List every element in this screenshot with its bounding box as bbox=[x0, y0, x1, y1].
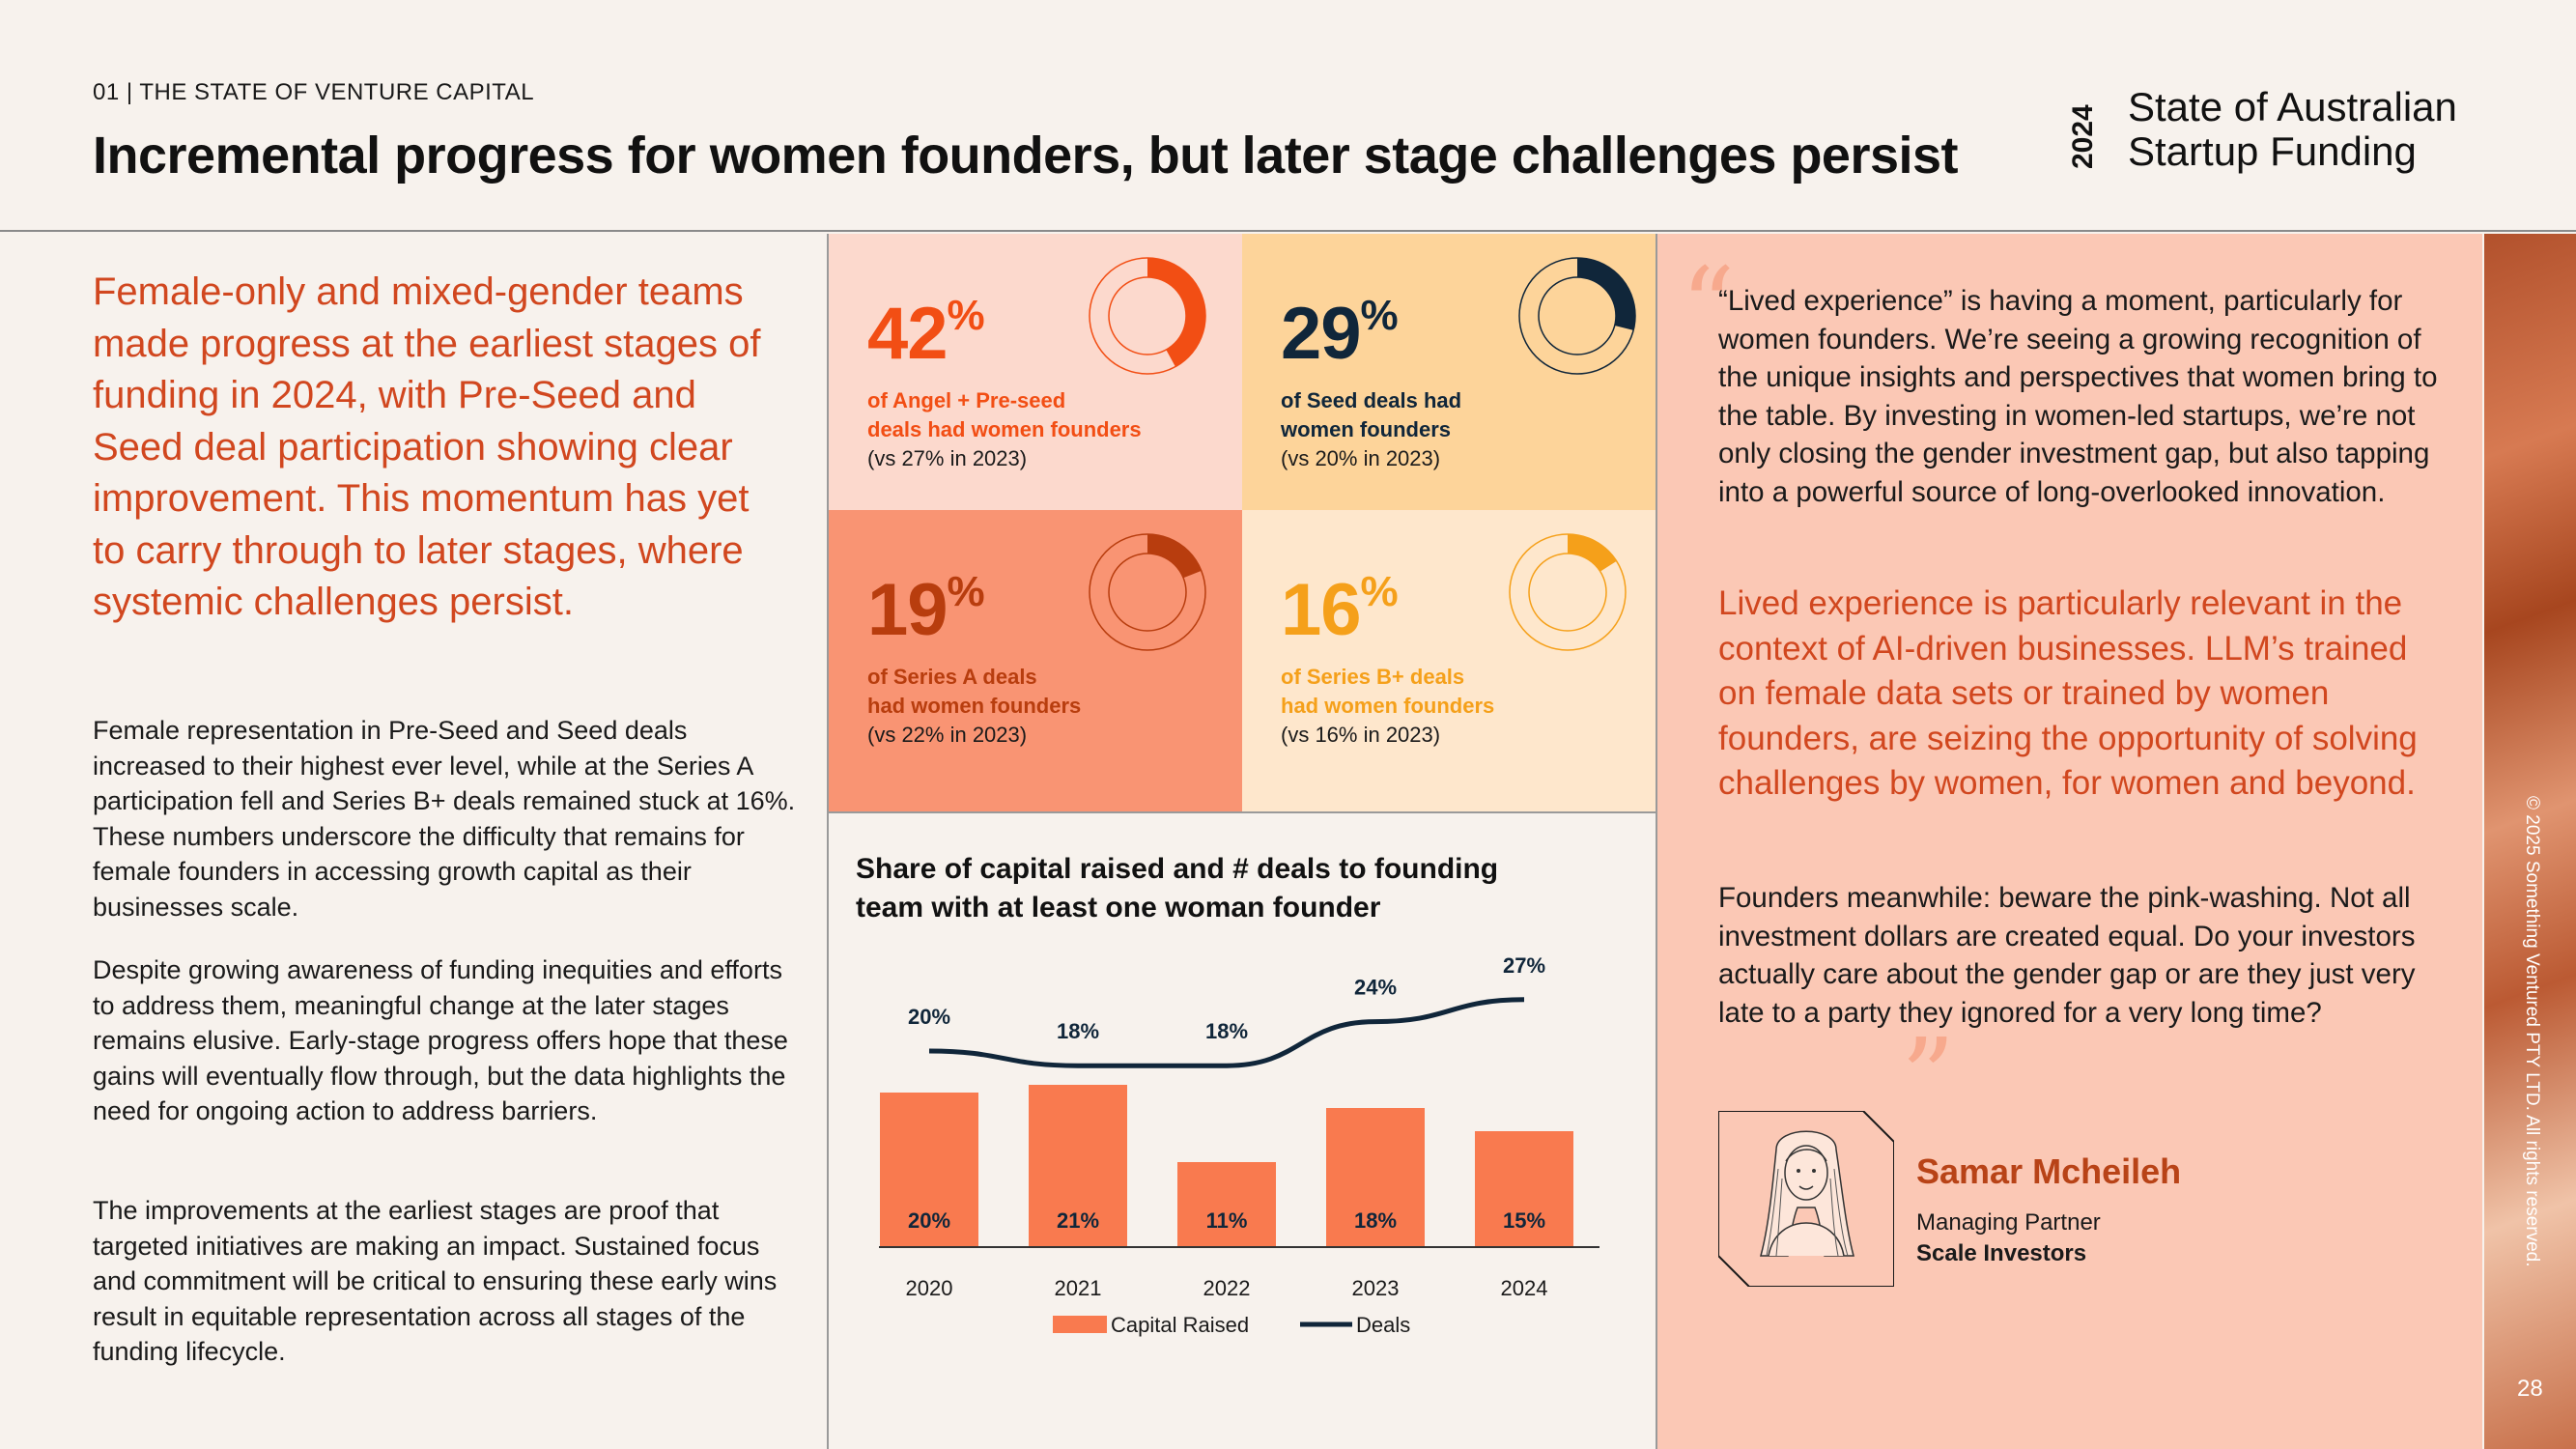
bar-capital-raised-2020 bbox=[880, 1093, 978, 1247]
line-data-label: 27% bbox=[1503, 953, 1545, 978]
brand-line-2: Startup Funding bbox=[2128, 128, 2417, 174]
stat-desc-line-1: of Series B+ deals bbox=[1281, 665, 1465, 689]
stat-description: of Seed deals had women founders bbox=[1281, 386, 1599, 444]
page-title: Incremental progress for women founders,… bbox=[93, 127, 1959, 185]
copyright-notice: © 2025 Something Ventured PTY LTD. All r… bbox=[2522, 796, 2542, 1267]
body-paragraph-1: Female representation in Pre-Seed and Se… bbox=[93, 716, 796, 922]
bar-data-label: 11% bbox=[1206, 1208, 1248, 1233]
stat-desc-line-2: women founders bbox=[1281, 417, 1452, 441]
portrait-illustration bbox=[1718, 1111, 1894, 1287]
quote-paragraph-1: “Lived experience” is having a moment, p… bbox=[1718, 285, 2438, 508]
stat-desc-line-1: of Seed deals had bbox=[1281, 388, 1462, 412]
stat-desc-line-2: had women founders bbox=[1281, 694, 1495, 718]
stat-description: of Series A deals had women founders bbox=[867, 663, 1186, 721]
donut-filled-arc bbox=[1576, 258, 1635, 330]
quote-paragraph-3: Founders meanwhile: beware the pink-wash… bbox=[1718, 882, 2416, 1029]
chart-title: Share of capital raised and # deals to f… bbox=[856, 853, 1499, 923]
stat-tile-angel-preseed: 42% of Angel + Pre-seed deals had women f… bbox=[829, 234, 1242, 510]
person-organization: Scale Investors bbox=[1916, 1240, 2087, 1266]
x-tick-label: 2021 bbox=[1055, 1276, 1102, 1300]
stat-description: of Angel + Pre-seed deals had women found… bbox=[867, 386, 1186, 444]
bar-data-label: 21% bbox=[1057, 1208, 1099, 1233]
brand-year: 2024 bbox=[2067, 104, 2099, 169]
stat-comparison: (vs 16% in 2023) bbox=[1281, 723, 1441, 747]
donut-chart-icon bbox=[1509, 533, 1627, 651]
stat-tile-series-b: 16% of Series B+ deals had women founders… bbox=[1242, 510, 1656, 811]
stat-desc-line-1: of Series A deals bbox=[867, 665, 1037, 689]
line-data-label: 24% bbox=[1354, 976, 1397, 1000]
x-tick-label: 2024 bbox=[1501, 1276, 1548, 1300]
bar-capital-raised-2024 bbox=[1475, 1131, 1573, 1247]
brand-title: State of Australian Startup Funding bbox=[2128, 85, 2514, 174]
stat-percent-sign: % bbox=[1360, 292, 1399, 339]
x-tick-label: 2023 bbox=[1352, 1276, 1400, 1300]
quote-highlight: Lived experience is particularly relevan… bbox=[1718, 584, 2418, 802]
donut-filled-arc bbox=[1146, 534, 1202, 579]
donut-filled-arc bbox=[1567, 534, 1617, 572]
column-divider-left bbox=[827, 234, 829, 1449]
quote-close-mark: ” bbox=[1901, 1015, 1956, 1139]
line-data-label: 18% bbox=[1205, 1019, 1248, 1043]
bar-capital-raised-2021 bbox=[1029, 1085, 1127, 1247]
line-data-label: 20% bbox=[908, 1005, 950, 1029]
stat-tile-seed: 29% of Seed deals had women founders (vs … bbox=[1242, 234, 1656, 510]
donut-chart-icon bbox=[1089, 533, 1206, 651]
stat-number: 42 bbox=[867, 293, 948, 375]
decorative-strip bbox=[2484, 234, 2576, 1449]
stat-percent-sign: % bbox=[947, 292, 985, 339]
stat-number: 19 bbox=[867, 569, 948, 651]
stat-value: 42% bbox=[867, 292, 985, 376]
x-tick-label: 2020 bbox=[906, 1276, 953, 1300]
quote-open-mark: “ bbox=[1681, 244, 1736, 368]
stat-comparison: (vs 20% in 2023) bbox=[1281, 446, 1441, 470]
page-header: 01 | THE STATE OF VENTURE CAPITAL Increm… bbox=[0, 0, 2576, 232]
donut-chart-icon bbox=[1518, 257, 1636, 375]
bar-capital-raised-2022 bbox=[1177, 1162, 1276, 1247]
stat-value: 16% bbox=[1281, 568, 1399, 652]
stat-percent-sign: % bbox=[1360, 568, 1399, 615]
stat-comparison: (vs 22% in 2023) bbox=[867, 723, 1028, 747]
bar-data-label: 18% bbox=[1354, 1208, 1397, 1233]
donut-chart-icon bbox=[1089, 257, 1206, 375]
person-role: Managing Partner bbox=[1916, 1209, 2101, 1236]
combo-bar-line-chart: 20% 21% 11% 18% 15% 2020 2021 2022 2023 2024 20% 18… bbox=[879, 953, 1599, 1337]
stat-value: 29% bbox=[1281, 292, 1399, 376]
brand-line-1: State of Australian bbox=[2128, 84, 2457, 129]
deals-line bbox=[928, 997, 1525, 1068]
x-tick-label: 2022 bbox=[1203, 1276, 1251, 1300]
body-paragraph-3: The improvements at the earliest stages … bbox=[93, 1196, 778, 1366]
lead-paragraph: Female-only and mixed-gender teams made … bbox=[93, 270, 761, 623]
column-divider-right bbox=[1656, 234, 1657, 1449]
section-label: 01 | THE STATE OF VENTURE CAPITAL bbox=[93, 79, 535, 105]
stat-desc-line-2: had women founders bbox=[867, 694, 1082, 718]
legend-label-capital-raised: Capital Raised bbox=[1111, 1313, 1249, 1337]
stat-description: of Series B+ deals had women founders bbox=[1281, 663, 1599, 721]
page-number: 28 bbox=[2517, 1376, 2543, 1402]
stat-number: 29 bbox=[1281, 293, 1362, 375]
stat-percent-sign: % bbox=[947, 568, 985, 615]
bar-data-label: 15% bbox=[1503, 1208, 1545, 1233]
legend-swatch-capital-raised bbox=[1053, 1316, 1107, 1333]
stat-desc-line-1: of Angel + Pre-seed bbox=[867, 388, 1066, 412]
body-paragraph-2: Despite growing awareness of funding ine… bbox=[93, 955, 788, 1125]
stat-number: 16 bbox=[1281, 569, 1362, 651]
donut-filled-arc bbox=[1146, 258, 1205, 367]
bar-data-label: 20% bbox=[908, 1208, 950, 1233]
tiles-bottom-divider bbox=[829, 811, 1656, 813]
stat-comparison: (vs 27% in 2023) bbox=[867, 446, 1028, 470]
stat-desc-line-2: deals had women founders bbox=[867, 417, 1142, 441]
stat-value: 19% bbox=[867, 568, 985, 652]
line-data-label: 18% bbox=[1057, 1019, 1099, 1043]
legend-label-deals: Deals bbox=[1356, 1313, 1410, 1337]
person-name: Samar Mcheileh bbox=[1916, 1151, 2182, 1191]
bar-capital-raised-2023 bbox=[1326, 1108, 1425, 1247]
stat-tile-series-a: 19% of Series A deals had women founders … bbox=[829, 510, 1242, 811]
